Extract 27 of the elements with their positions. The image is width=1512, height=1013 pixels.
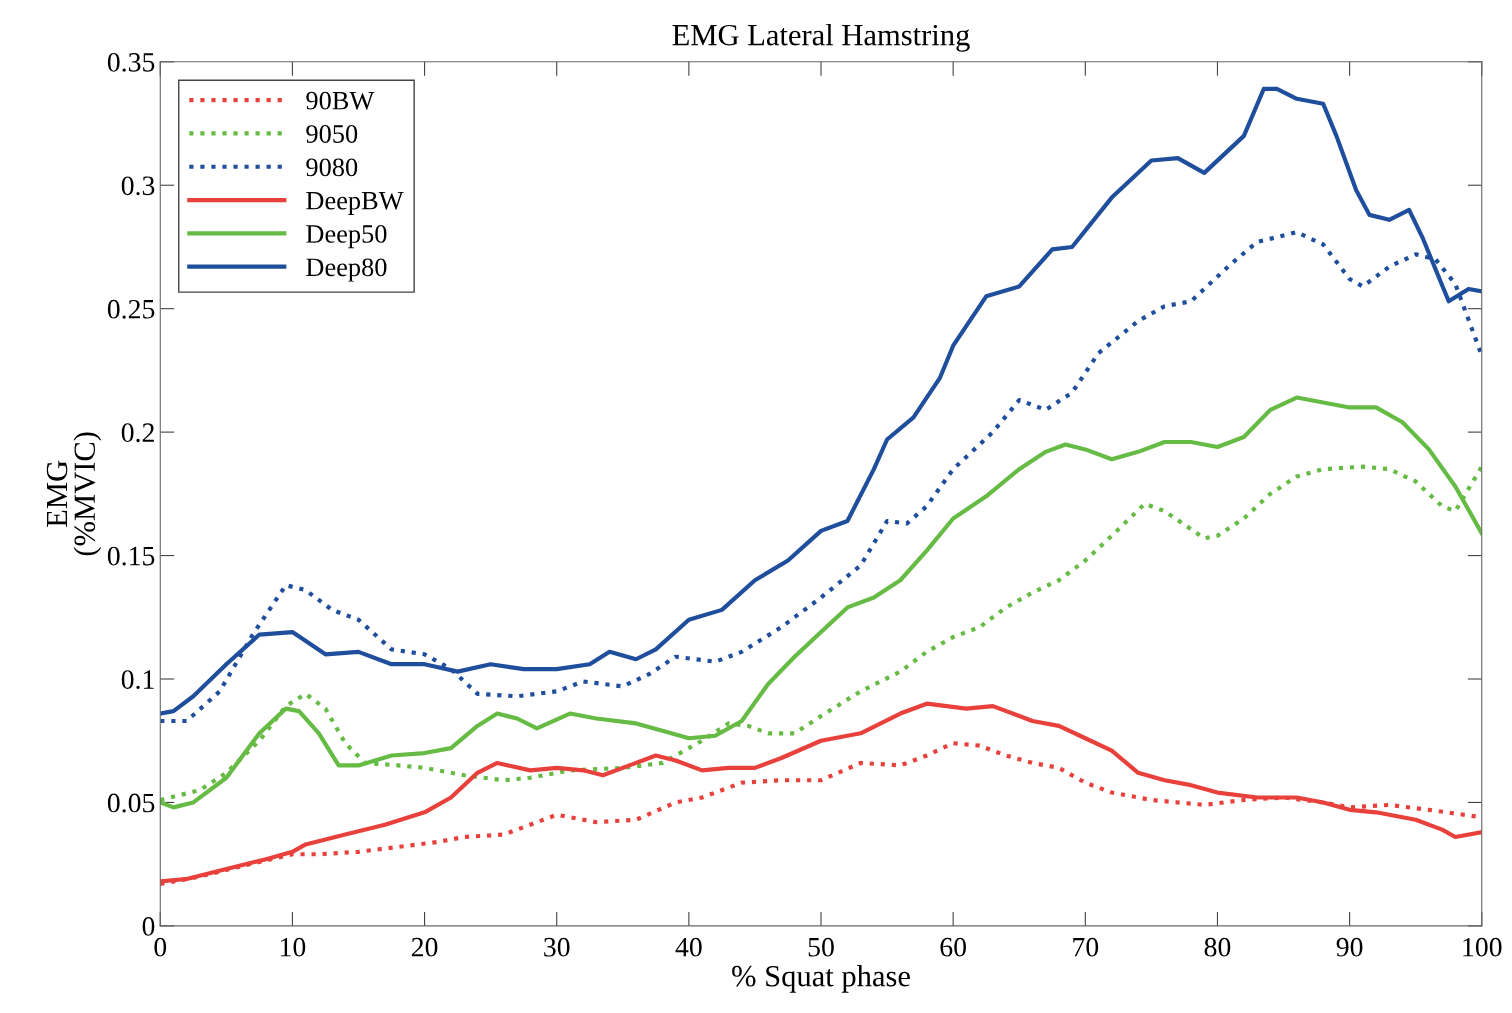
y-tick-label: 0 xyxy=(142,917,155,936)
y-tick-label: 0.15 xyxy=(107,546,155,566)
y-tick-label: 0.25 xyxy=(107,299,155,319)
x-tick-label: 10 xyxy=(280,937,306,957)
x-tick-label: 50 xyxy=(808,937,834,957)
y-tick-label: 0.3 xyxy=(121,176,155,196)
chart-title: EMG Lateral Hamstring xyxy=(672,23,970,52)
y-tick-label: 0.2 xyxy=(121,423,154,443)
legend-label: 90BW xyxy=(306,91,375,110)
legend-label: 9080 xyxy=(306,158,358,177)
x-tick-label: 40 xyxy=(675,937,702,957)
y-axis-title: EMG (%MVIC) xyxy=(46,432,102,556)
legend-label: Deep50 xyxy=(306,225,387,249)
x-tick-label: 20 xyxy=(411,937,438,957)
x-tick-label: 70 xyxy=(1073,937,1099,957)
x-tick-label: 90 xyxy=(1336,937,1363,957)
y-tick-label: 0.05 xyxy=(107,793,155,813)
y-tick-label: 0.35 xyxy=(107,52,155,72)
y-tick-label: 0.1 xyxy=(121,670,154,690)
legend-label: 9050 xyxy=(306,125,358,143)
x-tick-label: 100 xyxy=(1463,937,1502,957)
legend-label: Deep80 xyxy=(306,258,387,282)
x-tick-label: 30 xyxy=(544,937,570,957)
x-tick-label: 60 xyxy=(940,937,966,957)
x-tick-label: 80 xyxy=(1204,937,1231,957)
legend-label: DeepBW xyxy=(306,192,404,215)
x-axis-title: % Squat phase xyxy=(732,964,910,993)
